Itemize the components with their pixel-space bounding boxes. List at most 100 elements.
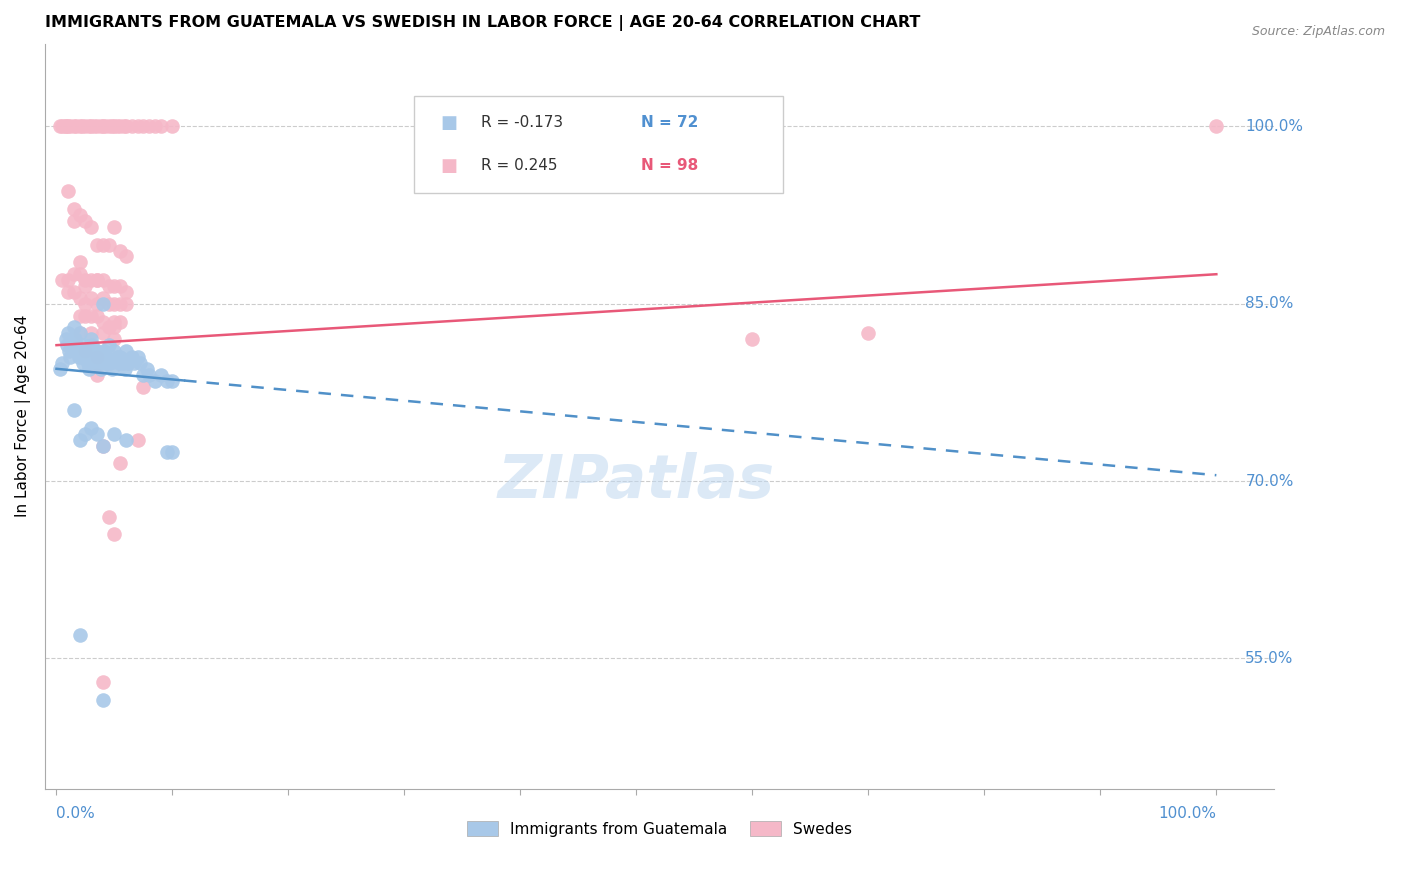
Point <box>110 314 132 328</box>
Text: N = 72: N = 72 <box>641 115 699 130</box>
Point <box>56 273 79 287</box>
Point <box>83 350 105 364</box>
Point <box>63 285 86 299</box>
Text: N = 98: N = 98 <box>641 158 699 173</box>
Point <box>84 356 107 370</box>
Point <box>91 326 114 341</box>
Point <box>103 297 125 311</box>
Point <box>75 214 97 228</box>
Point <box>76 356 98 370</box>
Point <box>1205 120 1227 134</box>
Point <box>101 120 124 134</box>
Point <box>69 208 91 222</box>
Point <box>76 350 98 364</box>
Point <box>80 120 103 134</box>
Point <box>67 350 90 364</box>
Point <box>103 120 125 134</box>
Text: 100.0%: 100.0% <box>1159 806 1216 822</box>
Point <box>86 237 108 252</box>
Point <box>86 350 108 364</box>
Point <box>143 120 166 134</box>
Point <box>115 297 138 311</box>
Point <box>53 120 76 134</box>
Point <box>60 332 83 346</box>
Point <box>115 120 138 134</box>
Point <box>121 350 143 364</box>
Point <box>138 120 160 134</box>
Point <box>162 374 184 388</box>
Point <box>103 344 125 359</box>
Point <box>86 368 108 382</box>
Point <box>97 237 120 252</box>
Point <box>103 314 125 328</box>
Point <box>56 326 79 341</box>
Point <box>49 120 72 134</box>
Point <box>59 120 82 134</box>
Point <box>91 439 114 453</box>
Point <box>86 120 108 134</box>
Point <box>87 350 110 364</box>
Point <box>58 344 80 359</box>
Point <box>138 368 160 382</box>
Text: Source: ZipAtlas.com: Source: ZipAtlas.com <box>1251 25 1385 38</box>
Point <box>115 344 138 359</box>
Point <box>63 120 86 134</box>
Point <box>63 320 86 334</box>
Point <box>89 356 111 370</box>
Point <box>103 426 125 441</box>
Point <box>683 120 706 134</box>
Point <box>101 361 124 376</box>
Text: ■: ■ <box>440 114 458 132</box>
Point <box>55 332 77 346</box>
Point <box>51 273 73 287</box>
Point <box>129 356 152 370</box>
Point <box>90 350 112 364</box>
Point <box>69 255 91 269</box>
Point <box>132 120 155 134</box>
Point <box>114 361 136 376</box>
Point <box>69 433 91 447</box>
Point <box>156 444 179 458</box>
Point <box>70 350 93 364</box>
Point <box>69 309 91 323</box>
Point <box>90 361 112 376</box>
Point <box>90 120 112 134</box>
Point <box>59 350 82 364</box>
Point <box>91 675 114 690</box>
Point <box>127 120 149 134</box>
Point <box>56 338 79 352</box>
Point <box>149 368 172 382</box>
Text: ZIPatlas: ZIPatlas <box>498 451 775 510</box>
Point <box>75 344 97 359</box>
Point <box>156 374 179 388</box>
Point <box>80 326 103 341</box>
Point <box>63 202 86 217</box>
Point <box>143 374 166 388</box>
Point <box>91 120 114 134</box>
Text: 85.0%: 85.0% <box>1246 296 1294 311</box>
Point <box>110 350 132 364</box>
Point <box>70 120 93 134</box>
Point <box>127 433 149 447</box>
Point <box>79 344 101 359</box>
Point <box>63 214 86 228</box>
Point <box>80 332 103 346</box>
Point <box>75 309 97 323</box>
Point <box>63 267 86 281</box>
Point <box>51 356 73 370</box>
Point <box>80 291 103 305</box>
Point <box>63 332 86 346</box>
Point <box>69 344 91 359</box>
Point <box>122 356 145 370</box>
Point <box>112 120 135 134</box>
Point <box>69 291 91 305</box>
Point <box>97 279 120 293</box>
Text: R = -0.173: R = -0.173 <box>481 115 564 130</box>
Point <box>65 338 87 352</box>
Point <box>86 426 108 441</box>
Point <box>75 120 97 134</box>
Point <box>62 338 84 352</box>
Point <box>91 439 114 453</box>
Point <box>110 279 132 293</box>
Point <box>149 120 172 134</box>
